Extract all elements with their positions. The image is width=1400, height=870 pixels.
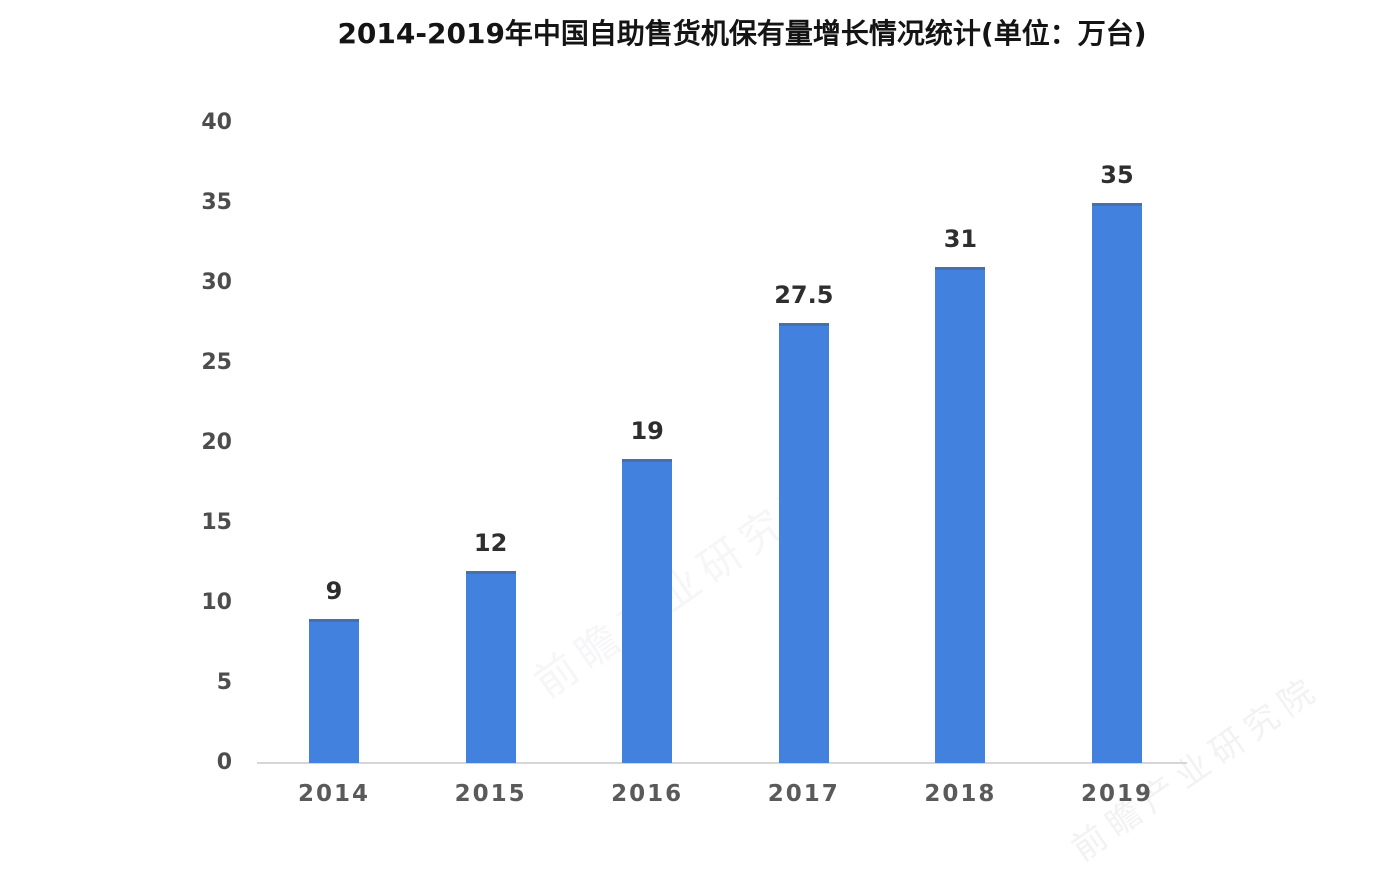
chart-title: 2014-2019年中国自助售货机保有量增长情况统计(单位：万台) — [337, 17, 1147, 50]
y-axis-tick-label: 5 — [216, 670, 232, 695]
x-axis-tick-label: 2017 — [767, 781, 840, 807]
y-axis-tick-label: 0 — [216, 750, 232, 775]
bar-value-label: 19 — [630, 417, 664, 445]
bar-2014 — [309, 619, 359, 763]
bar-value-label: 35 — [1100, 161, 1134, 189]
bar-chart: 2014-2019年中国自助售货机保有量增长情况统计(单位：万台) 前瞻产业研究… — [201, 17, 1329, 870]
y-axis-tick-label: 10 — [201, 590, 232, 615]
y-axis-tick-label: 30 — [201, 270, 232, 295]
x-axis-tick-label: 2015 — [454, 781, 527, 807]
x-axis-tick-label: 2014 — [297, 781, 370, 807]
x-axis-tick-label: 2019 — [1080, 781, 1153, 807]
bar-value-label: 31 — [943, 225, 978, 253]
y-axis-tick-label: 15 — [201, 510, 232, 535]
bar-2018 — [935, 267, 986, 763]
y-axis-tick-label: 40 — [201, 110, 232, 135]
bar-2019 — [1092, 203, 1142, 763]
bar-value-label: 27.5 — [774, 281, 834, 309]
bar-2015 — [465, 571, 516, 763]
bar-2017 — [778, 323, 829, 763]
y-axis-tick-label: 35 — [201, 190, 232, 215]
bar-2016 — [622, 459, 673, 763]
x-axis-line — [257, 762, 1187, 764]
bar-value-label: 9 — [325, 577, 343, 605]
x-axis-tick-label: 2018 — [924, 781, 997, 807]
bar-value-label: 12 — [473, 529, 508, 557]
x-axis-tick-label: 2016 — [611, 781, 684, 807]
y-axis-tick-label: 25 — [201, 350, 232, 375]
y-axis-tick-label: 20 — [201, 430, 232, 455]
